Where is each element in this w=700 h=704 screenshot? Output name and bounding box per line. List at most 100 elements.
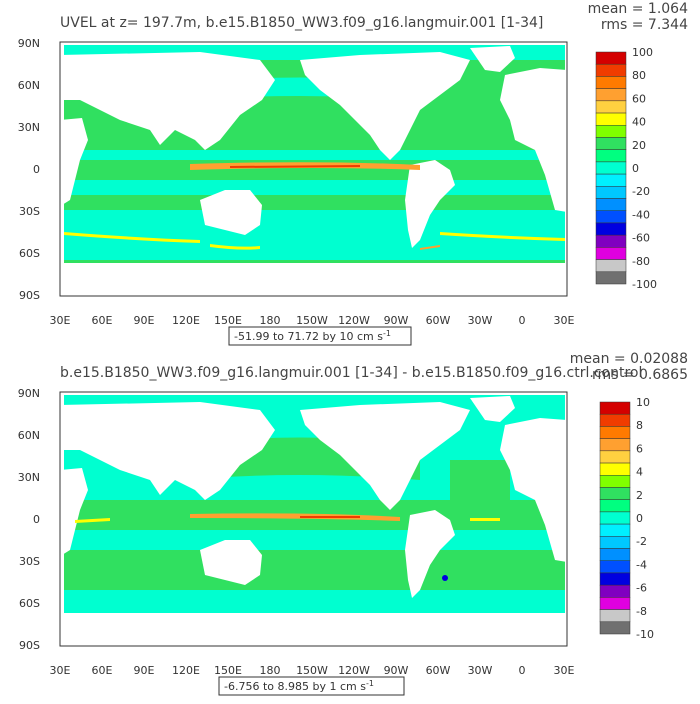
colorbar-label: 40: [632, 116, 646, 129]
colorbar-swatch: [595, 63, 627, 77]
colorbar-swatch: [599, 621, 631, 635]
range-box-frame: [228, 326, 412, 346]
x-tick-label: 90E: [134, 314, 155, 327]
y-tick-label: 90S: [19, 639, 40, 652]
colorbar-swatch: [595, 112, 627, 126]
colorbar-label: -2: [636, 535, 647, 548]
north-america: [300, 52, 470, 160]
x-tick-label: 90W: [384, 664, 409, 677]
uvel-map-chart: UVEL at z= 197.7m, b.e15.B1850_WW3.f09_g…: [18, 1, 689, 346]
colorbar-swatch: [599, 475, 631, 488]
colorbar-swatch: [595, 259, 627, 273]
map-area: [59, 391, 568, 647]
y-tick-label: 0: [33, 513, 40, 526]
colorbar-label: -60: [632, 232, 650, 245]
equatorial-anomaly-core: [300, 516, 360, 518]
panel-title: UVEL at z= 197.7m, b.e15.B1850_WW3.f09_g…: [60, 15, 543, 31]
panel-title: b.e15.B1850_WW3.f09_g16.langmuir.001 [1-…: [60, 365, 642, 381]
x-tick-label: 60E: [92, 664, 113, 677]
acc-jet-1: [64, 232, 200, 243]
eurasia: [60, 402, 275, 500]
colorbar-label: 10: [636, 396, 650, 409]
colorbar-label: 0: [636, 512, 643, 525]
colorbar-swatch: [595, 186, 627, 199]
y-tick-label: 60N: [18, 79, 40, 92]
x-tick-label: 30E: [554, 664, 575, 677]
australia: [200, 190, 262, 235]
colorbar-swatch: [599, 426, 631, 439]
map-frame: [59, 41, 568, 297]
x-tick-label: 120E: [172, 664, 200, 677]
y-tick-label: 30S: [19, 555, 40, 568]
x-tick-label: 30E: [50, 664, 71, 677]
colorbar: 100 80 60 40 20 0 -20 -40 -60 -80 -100: [595, 46, 657, 291]
x-tick-label: 150W: [296, 314, 328, 327]
x-tick-label: 30E: [554, 314, 575, 327]
colorbar-swatch: [595, 76, 627, 89]
colorbar-swatch: [599, 413, 631, 427]
colorbar-swatch: [595, 198, 627, 211]
rms-label: rms = 0.6865: [592, 367, 688, 383]
colorbar-swatch: [599, 560, 631, 574]
europe-africa-right: [500, 68, 567, 212]
colorbar-swatch: [595, 222, 627, 236]
colorbar-swatch: [595, 161, 627, 175]
equatorial-anomaly: [190, 513, 400, 521]
y-tick-label: 30N: [18, 471, 40, 484]
colorbar-label: -80: [632, 255, 650, 268]
colorbar-label: -6: [636, 582, 647, 595]
x-tick-label: 120W: [338, 314, 370, 327]
equatorial-undercurrent-core: [230, 165, 360, 168]
colorbar-swatch: [595, 137, 627, 150]
difference-map-chart: b.e15.B1850_WW3.f09_g16.langmuir.001 [1-…: [18, 351, 688, 696]
green-band-atlantic: [450, 460, 510, 500]
acc-jet-2: [210, 244, 260, 250]
colorbar-label: -40: [632, 208, 650, 221]
colorbar: 10 8 6 4 2 0 -2 -4 -6 -8 -10: [599, 396, 654, 641]
colorbar-swatch: [599, 609, 631, 623]
x-tick-label: 180: [260, 314, 281, 327]
x-tick-label: 150E: [214, 314, 242, 327]
colorbar-label: 2: [636, 489, 643, 502]
panel-uvel: UVEL at z= 197.7m, b.e15.B1850_WW3.f09_g…: [0, 0, 700, 350]
x-axis: 30E 60E 90E 120E 150E 180 150W 120W 90W …: [50, 664, 575, 677]
colorbar-swatch: [599, 499, 631, 513]
cyan-band-tropical-south: [64, 180, 565, 195]
colorbar-swatch: [595, 234, 627, 248]
colorbar-label: -100: [632, 278, 657, 291]
svg-text:-6.756 to 8.985 by 1 cm s-1: -6.756 to 8.985 by 1 cm s-1: [224, 679, 374, 693]
x-tick-label: 150E: [214, 664, 242, 677]
south-america: [405, 160, 455, 248]
map-frame: [59, 391, 568, 647]
range-box: -6.756 to 8.985 by 1 cm s-1: [218, 676, 405, 696]
colorbar-label: -8: [636, 605, 647, 618]
colorbar-swatch: [595, 210, 627, 224]
panel-difference: b.e15.B1850_WW3.f09_g16.langmuir.001 [1-…: [0, 350, 700, 700]
colorbar-swatch: [599, 536, 631, 549]
y-tick-label: 90N: [18, 37, 40, 50]
x-tick-label: 90W: [384, 314, 409, 327]
colorbar-swatch: [599, 462, 631, 476]
atlantic-anomaly: [470, 518, 500, 521]
svg-text:-51.99 to 71.72 by 10 cm s-1: -51.99 to 71.72 by 10 cm s-1: [234, 329, 391, 343]
colorbar-swatch: [599, 523, 631, 537]
x-tick-label: 180: [260, 664, 281, 677]
colorbar-swatch: [599, 597, 631, 610]
mean-label: mean = 1.064: [588, 1, 689, 17]
map-area: [59, 41, 568, 297]
x-tick-label: 30W: [468, 664, 493, 677]
colorbar-label: 6: [636, 442, 643, 455]
acc-jet-4: [420, 245, 440, 250]
colorbar-label: -4: [636, 558, 647, 571]
falkland-anomaly: [442, 575, 448, 581]
y-tick-label: 60S: [19, 247, 40, 260]
colorbar-swatch: [595, 100, 627, 114]
x-tick-label: 0: [519, 314, 526, 327]
range-box: -51.99 to 71.72 by 10 cm s-1: [228, 326, 412, 346]
colorbar-swatch: [599, 572, 631, 586]
x-tick-label: 60W: [426, 314, 451, 327]
mean-label: mean = 0.02088: [570, 351, 688, 367]
colorbar-swatch: [599, 548, 631, 561]
colorbar-label: 20: [632, 139, 646, 152]
colorbar-label: 100: [632, 46, 653, 59]
